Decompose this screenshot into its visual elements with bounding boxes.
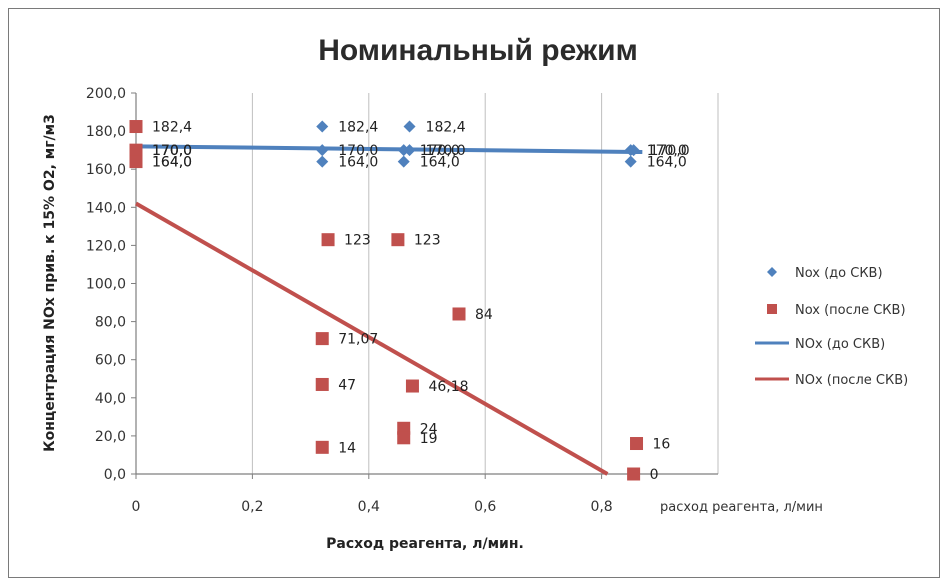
x-axis-note: расход реагента, л/мин bbox=[660, 500, 823, 515]
legend-diamond-swatch bbox=[767, 267, 777, 277]
data-point-diamond bbox=[403, 144, 416, 157]
y-tick-label: 200,0 bbox=[86, 86, 126, 102]
y-tick-label: 160,0 bbox=[86, 162, 126, 178]
data-point-diamond bbox=[624, 155, 637, 168]
data-label: 47 bbox=[338, 377, 356, 393]
data-label: 24 bbox=[420, 421, 438, 437]
data-label: 19 bbox=[420, 431, 438, 447]
data-point-square bbox=[315, 377, 329, 391]
x-tick-label: 0,8 bbox=[590, 499, 612, 515]
data-label: 164,0 bbox=[420, 155, 460, 171]
data-label: 182,4 bbox=[152, 120, 192, 136]
trendline-layer bbox=[135, 144, 643, 476]
y-tick-label: 40,0 bbox=[95, 391, 126, 407]
y-tick-label: 20,0 bbox=[95, 429, 126, 445]
legend-label: Nox (после СКВ) bbox=[795, 303, 906, 318]
data-label: 164,0 bbox=[647, 155, 687, 171]
y-axis-title: Концентрация NOx прив. к 15% O2, мг/м3 bbox=[42, 114, 58, 452]
data-label-layer: 170,0170,0164,0182,4170,0164,0170,0182,4… bbox=[152, 120, 690, 483]
data-label: 182,4 bbox=[426, 120, 466, 136]
data-label: 71,07 bbox=[338, 332, 378, 348]
data-point-square bbox=[397, 431, 411, 445]
legend-square-swatch bbox=[767, 304, 777, 314]
data-label: 164,0 bbox=[338, 155, 378, 171]
y-tick-label: 80,0 bbox=[95, 315, 126, 331]
data-label: 170,0 bbox=[152, 143, 192, 159]
x-tick-label: 0 bbox=[132, 499, 141, 515]
chart-frame bbox=[8, 8, 940, 578]
data-point-diamond bbox=[316, 120, 329, 133]
x-axis-title: Расход реагента, л/мин. bbox=[326, 536, 524, 552]
data-label: 46,18 bbox=[428, 379, 468, 395]
legend-label: NOx (после СКВ) bbox=[795, 373, 908, 388]
data-point-diamond bbox=[316, 155, 329, 168]
data-label: 182,4 bbox=[338, 120, 378, 136]
data-point-square bbox=[315, 332, 329, 346]
data-label: 170,0 bbox=[420, 143, 460, 159]
y-tick-label: 60,0 bbox=[95, 353, 126, 369]
data-point-diamond bbox=[403, 120, 416, 133]
y-tick-label: 180,0 bbox=[86, 124, 126, 140]
data-label: 170,0 bbox=[647, 143, 687, 159]
trendline-3 bbox=[135, 201, 609, 476]
data-point-square bbox=[627, 467, 641, 481]
data-label: 123 bbox=[344, 233, 371, 249]
tick-label-layer: 0,0 20,0 40,0 60,0 80,0 100,0 120,0 140,0 160,0 1… bbox=[86, 86, 613, 515]
data-label: 170,0 bbox=[426, 143, 466, 159]
data-point-square bbox=[452, 307, 466, 321]
trendline-2 bbox=[135, 144, 643, 155]
x-tick-label: 0,6 bbox=[474, 499, 496, 515]
data-point-square bbox=[391, 233, 405, 247]
data-label: 164,0 bbox=[152, 155, 192, 171]
data-point-diamond bbox=[627, 144, 640, 157]
data-label: 123 bbox=[414, 233, 441, 249]
data-label: 170,0 bbox=[338, 143, 378, 159]
data-label: 170,0 bbox=[152, 143, 192, 159]
x-tick-label: 0,4 bbox=[358, 499, 380, 515]
point-layer bbox=[129, 120, 644, 481]
data-label: 16 bbox=[653, 437, 671, 453]
data-point-diamond bbox=[316, 144, 329, 157]
data-point-square bbox=[630, 437, 644, 451]
data-label: 84 bbox=[475, 307, 493, 323]
data-point-diamond bbox=[397, 155, 410, 168]
y-tick-label: 120,0 bbox=[86, 238, 126, 254]
data-label: 14 bbox=[338, 440, 356, 456]
data-label: 164,0 bbox=[152, 155, 192, 171]
data-label: 170,0 bbox=[152, 143, 192, 159]
y-tick-label: 140,0 bbox=[86, 200, 126, 216]
legend-label: NOx (до СКВ) bbox=[795, 337, 885, 352]
x-tick-label: 0,2 bbox=[241, 499, 263, 515]
data-point-square bbox=[129, 143, 143, 157]
chart-title: Номинальный режим bbox=[318, 34, 638, 67]
data-point-square bbox=[405, 379, 419, 393]
data-label: 170,0 bbox=[650, 143, 690, 159]
legend-label: Nox (до СКВ) bbox=[795, 266, 883, 281]
data-point-square bbox=[129, 155, 143, 169]
data-label: 0 bbox=[650, 467, 659, 483]
y-tick-label: 0,0 bbox=[104, 467, 126, 483]
legend: Nox (до СКВ) Nox (после СКВ) NOx (до СКВ) N… bbox=[755, 266, 908, 388]
y-tick-label: 100,0 bbox=[86, 277, 126, 293]
data-point-square bbox=[129, 120, 143, 134]
data-point-square bbox=[315, 440, 329, 454]
data-point-square bbox=[321, 233, 335, 247]
